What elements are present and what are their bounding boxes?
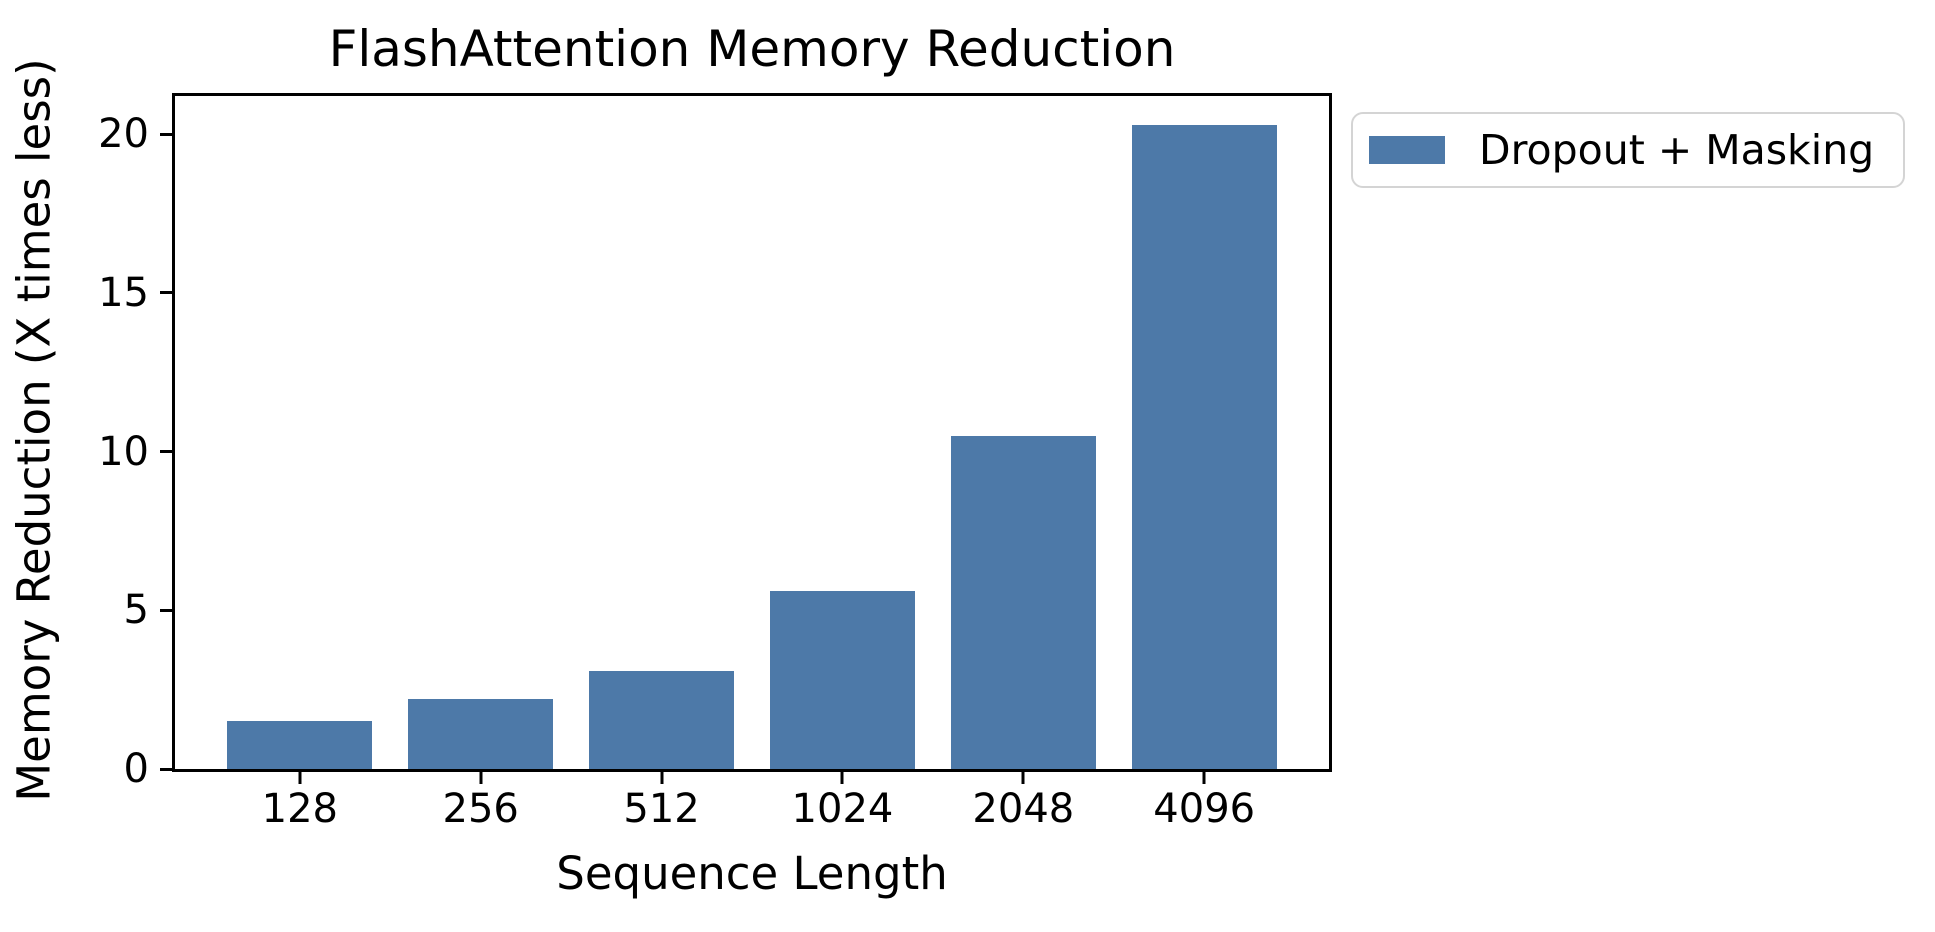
legend-entry: Dropout + Masking (1353, 125, 1875, 174)
plot-area: 128 256 512 1024 2048 4096 0 5 10 15 20 (98, 93, 1332, 829)
bar (770, 591, 915, 769)
x-tick-label: 512 (623, 786, 700, 832)
bar (408, 699, 554, 769)
x-tick-label: 2048 (972, 786, 1075, 832)
x-tick (660, 771, 664, 784)
x-axis-label: Sequence Length (556, 847, 948, 900)
x-tick-label: 128 (261, 786, 338, 832)
legend-label: Dropout + Masking (1479, 125, 1875, 174)
bar (589, 670, 734, 769)
legend: Dropout + Masking (1351, 112, 1905, 188)
y-tick-label: 20 (98, 111, 149, 158)
x-tick-label: 1024 (791, 786, 894, 832)
y-tick (160, 767, 173, 771)
x-tick (1202, 771, 1206, 784)
x-tick-label: 4096 (1153, 786, 1256, 832)
bar (1131, 124, 1277, 769)
y-tick (160, 450, 173, 454)
y-axis-label: Memory Reduction (X times less) (7, 58, 61, 802)
x-tick (298, 771, 302, 784)
y-tick-label: 10 (98, 428, 149, 475)
y-tick (160, 132, 173, 136)
bar (227, 721, 373, 769)
y-tick-label: 15 (98, 269, 149, 316)
bar (950, 435, 1096, 769)
chart-title: FlashAttention Memory Reduction (328, 20, 1176, 78)
y-tick-label: 0 (123, 746, 149, 792)
x-tick (1021, 771, 1025, 784)
x-tick (840, 771, 844, 784)
y-tick-label: 5 (123, 587, 149, 634)
legend-swatch (1369, 136, 1445, 164)
x-tick-label: 256 (442, 786, 519, 832)
y-tick (160, 608, 173, 612)
y-tick (160, 291, 173, 295)
x-tick (479, 771, 483, 784)
